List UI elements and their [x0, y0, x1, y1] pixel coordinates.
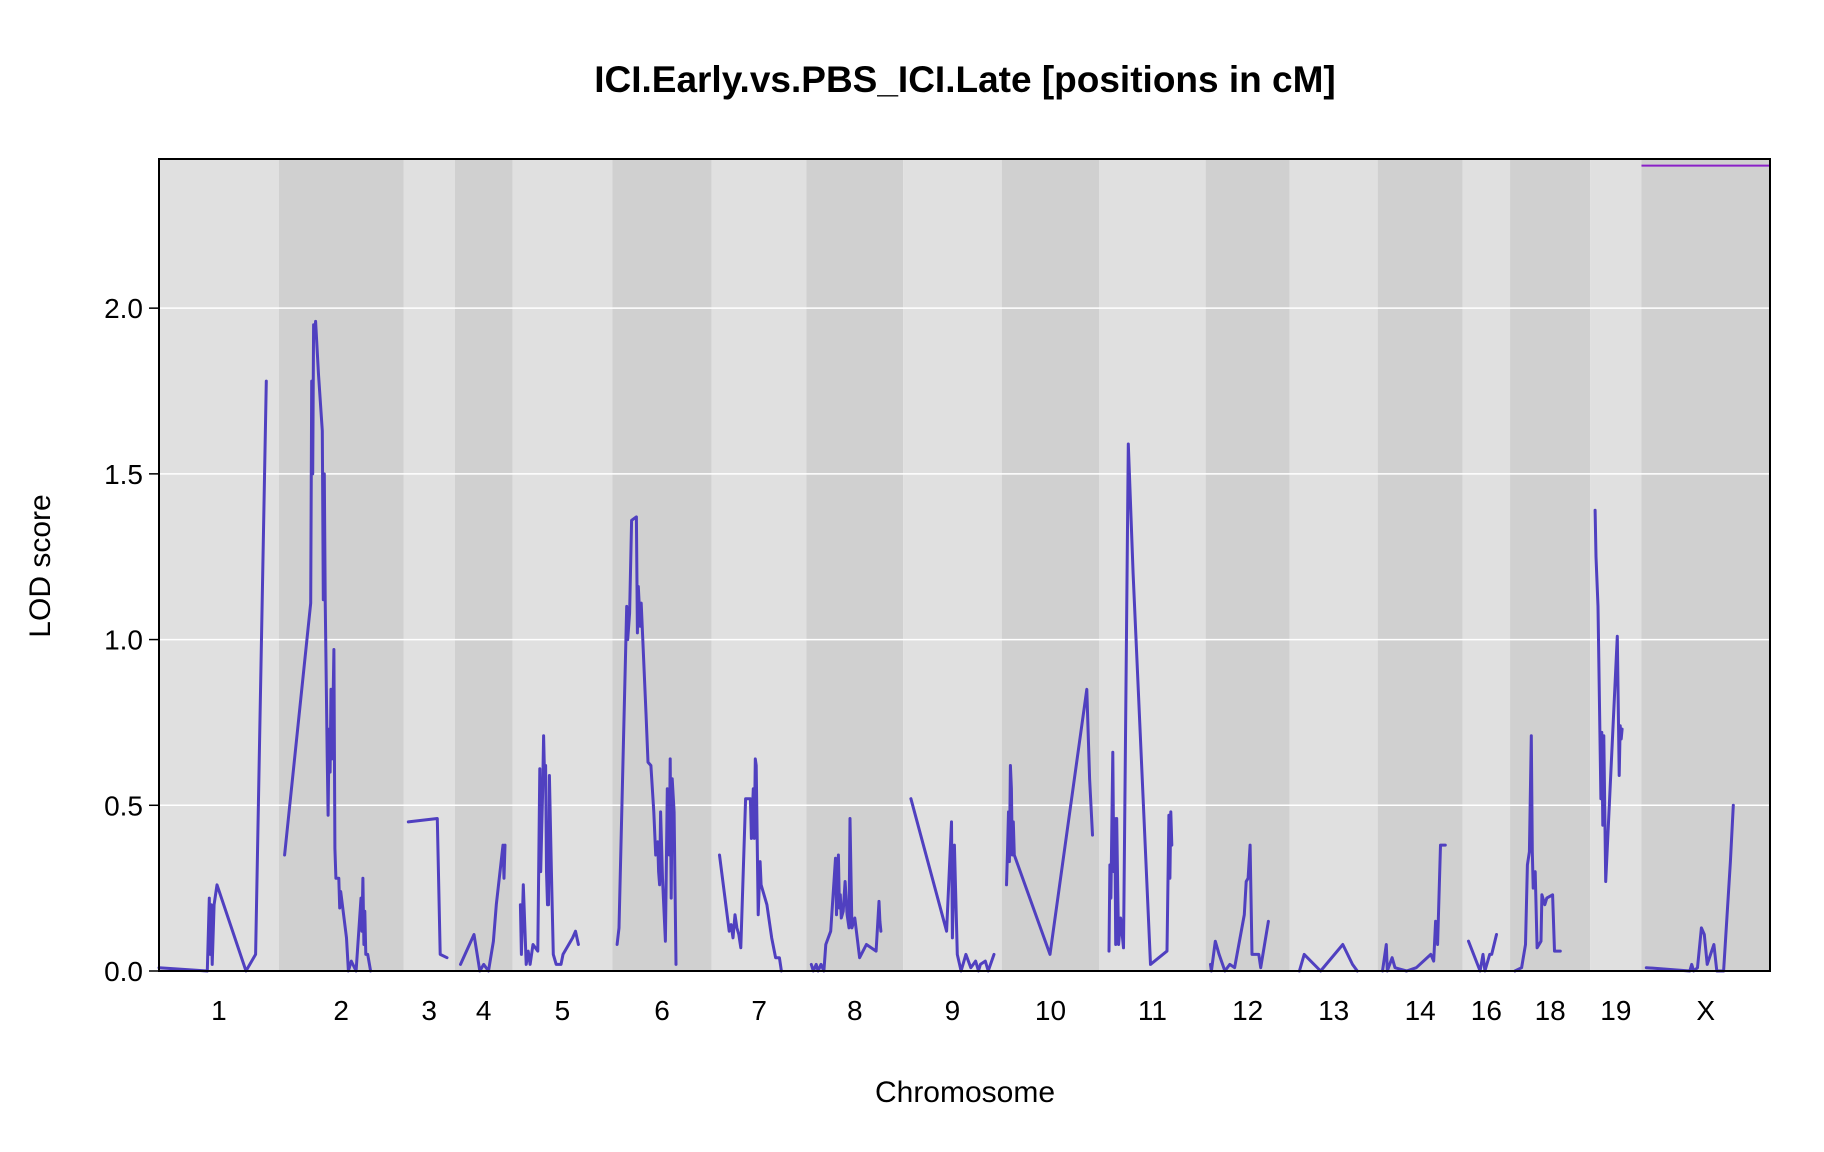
lod-line-chr-12 [1209, 843, 1270, 973]
x-tick-label-chr-10: 10 [1035, 995, 1066, 1026]
lod-line-chr-8 [809, 817, 883, 973]
x-tick-label-chr-18: 18 [1535, 995, 1566, 1026]
band-chr-10 [1001, 159, 1100, 971]
y-tick-label: 0.0 [104, 956, 143, 987]
lod-line-chr-13 [1297, 943, 1359, 973]
x-tick-label-chr-12: 12 [1232, 995, 1263, 1026]
lod-line-chr-5 [518, 734, 580, 966]
y-tick-label: 1.0 [104, 625, 143, 656]
x-tick-label-chr-19: 19 [1600, 995, 1631, 1026]
band-chr-18 [1510, 159, 1591, 971]
band-chr-19 [1590, 159, 1642, 971]
plot-frame [158, 158, 1771, 972]
x-tick-label-chr-5: 5 [555, 995, 571, 1026]
x-tick-label-chr-6: 6 [654, 995, 670, 1026]
y-tick-label: 2.0 [104, 293, 143, 324]
band-chr-16 [1462, 159, 1511, 971]
band-chr-12 [1205, 159, 1290, 971]
x-tick-label-chr-9: 9 [945, 995, 961, 1026]
y-axis-label: LOD score [24, 494, 57, 637]
band-chr-3 [403, 159, 455, 971]
band-chr-1 [159, 159, 279, 971]
band-chr-8 [806, 159, 904, 971]
lod-line-chr-4 [459, 843, 507, 973]
x-tick-label-chr-4: 4 [476, 995, 492, 1026]
x-axis-label: Chromosome [875, 1076, 1055, 1109]
band-chr-13 [1289, 159, 1378, 971]
grid-lines [159, 307, 1770, 807]
band-chr-5 [512, 159, 613, 971]
lod-line-chr-18 [1513, 734, 1562, 973]
y-tick-label: 1.5 [104, 459, 143, 490]
lod-line-chr-11 [1107, 442, 1174, 966]
x-tick-label-chr-16: 16 [1471, 995, 1502, 1026]
lod-line-chr-2 [283, 319, 373, 973]
band-chr-2 [278, 159, 404, 971]
y-tick-label: 0.5 [104, 790, 143, 821]
x-tick-label-chr-3: 3 [421, 995, 437, 1026]
lod-line-chr-6 [615, 515, 678, 966]
chromosome-bands [159, 159, 1770, 971]
band-chr-14 [1377, 159, 1463, 971]
x-tick-label-chr-11: 11 [1138, 995, 1167, 1026]
x-tick-label-chr-7: 7 [751, 995, 767, 1026]
x-tick-label-chr-1: 1 [211, 995, 227, 1026]
x-tick-label-chr-13: 13 [1318, 995, 1349, 1026]
lod-line-chr-10 [1005, 687, 1094, 956]
lod-line-chr-3 [406, 817, 449, 960]
lod-line-chr-9 [909, 797, 996, 973]
chart-title: ICI.Early.vs.PBS_ICI.Late [positions in … [594, 59, 1336, 100]
band-chr-X [1641, 159, 1770, 971]
lod-line-chr-19 [1593, 508, 1624, 883]
band-chr-4 [454, 159, 513, 971]
x-tick-label-chr-2: 2 [333, 995, 349, 1026]
band-chr-7 [711, 159, 807, 971]
x-tick-label-chr-X: X [1696, 995, 1715, 1026]
lod-series [157, 319, 1735, 973]
x-axis: 1 2 3 4 5 6 7 8 9 10 11 12 13 14 16 18 19 X [211, 995, 1715, 1026]
x-tick-label-chr-8: 8 [847, 995, 863, 1026]
lod-line-chr-7 [718, 757, 783, 973]
lod-line-chr-1 [157, 379, 268, 973]
y-axis: 0.0 0.5 1.0 1.5 2.0 [104, 293, 159, 987]
x-tick-label-chr-14: 14 [1405, 995, 1436, 1026]
